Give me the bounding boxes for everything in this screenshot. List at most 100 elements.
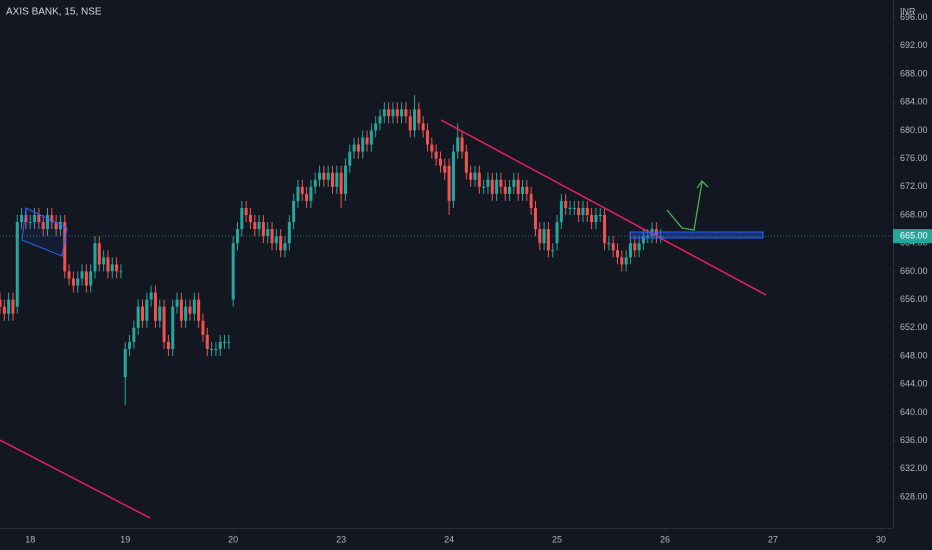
candle-body xyxy=(162,306,166,342)
candle-body xyxy=(210,348,214,350)
candle-body xyxy=(546,229,550,251)
candle-body xyxy=(184,306,188,321)
last-price-badge xyxy=(893,229,932,244)
candle-body xyxy=(214,348,218,350)
candle-body xyxy=(41,222,45,230)
candle-body xyxy=(322,172,326,180)
candle-body xyxy=(102,257,106,265)
flag-channel xyxy=(21,207,68,257)
y-tick-label: 676.00 xyxy=(900,153,928,163)
y-tick-label: 644.00 xyxy=(900,379,928,389)
x-tick-label: 20 xyxy=(228,534,238,544)
candle-body xyxy=(564,200,568,208)
candle-body xyxy=(637,243,641,251)
candle-body xyxy=(283,243,287,251)
candle-body xyxy=(28,222,32,224)
y-tick-label: 688.00 xyxy=(900,68,928,78)
candle-body xyxy=(201,320,205,335)
y-tick-label: 632.00 xyxy=(900,463,928,473)
candle-body xyxy=(171,306,175,349)
candle-body xyxy=(218,341,222,349)
candle-body xyxy=(80,271,84,279)
candle-body xyxy=(7,299,11,314)
candle-body xyxy=(89,271,93,286)
candle-body xyxy=(615,250,620,258)
candle-body xyxy=(555,222,559,244)
candle-body xyxy=(650,229,654,237)
candle-body xyxy=(408,116,412,131)
candle-body xyxy=(598,215,602,217)
candle-body xyxy=(611,243,615,251)
candle-body xyxy=(451,151,455,201)
candle-body xyxy=(447,165,451,201)
candle-body xyxy=(115,264,119,272)
candle-body xyxy=(654,229,658,237)
arrow-head xyxy=(696,179,709,189)
y-tick-label: 640.00 xyxy=(900,407,928,417)
candle-body xyxy=(33,215,37,223)
candle-body xyxy=(300,186,304,194)
y-tick-label: 660.00 xyxy=(900,266,928,276)
candle-body xyxy=(63,222,67,272)
x-tick-label: 30 xyxy=(876,534,886,544)
candle-body xyxy=(577,207,581,216)
candle-body xyxy=(417,109,421,124)
candle-body xyxy=(110,264,114,272)
candle-body xyxy=(590,215,594,223)
y-tick-label: 648.00 xyxy=(900,350,928,360)
y-tick-label: 672.00 xyxy=(900,181,928,191)
candle-body xyxy=(477,172,481,187)
candle-body xyxy=(287,222,291,244)
candle-body xyxy=(369,130,373,145)
candle-body xyxy=(119,271,123,273)
candle-body xyxy=(486,179,490,187)
candle-body xyxy=(641,236,645,244)
candle-body xyxy=(361,137,365,152)
candle-body xyxy=(413,109,417,131)
candle-body xyxy=(20,215,24,223)
candle-body xyxy=(529,193,533,208)
candle-body xyxy=(227,341,231,343)
candle-body xyxy=(279,236,283,251)
candle-body xyxy=(533,207,537,230)
candle-body xyxy=(244,207,248,216)
y-tick-label: 680.00 xyxy=(900,125,928,135)
trend-line xyxy=(440,119,767,296)
candle-body xyxy=(145,299,149,321)
candle-body xyxy=(24,215,28,223)
candle-body xyxy=(348,151,352,166)
candle-body xyxy=(443,165,447,173)
candle-body xyxy=(382,109,386,117)
candle-body xyxy=(624,257,628,265)
candle-body xyxy=(520,186,525,194)
candle-body xyxy=(2,306,6,314)
y-tick-label: 636.00 xyxy=(900,435,928,445)
candle-body xyxy=(499,179,503,187)
candle-body xyxy=(71,278,75,286)
candle-body xyxy=(430,144,434,152)
candle-body xyxy=(248,215,252,223)
candle-body xyxy=(54,222,58,230)
x-tick-label: 25 xyxy=(552,534,562,544)
candle-body xyxy=(253,222,257,230)
candle-body xyxy=(67,271,71,279)
candle-body xyxy=(538,229,542,244)
candle-body xyxy=(559,200,563,223)
candle-body xyxy=(240,207,244,230)
candle-body xyxy=(365,137,369,145)
candle-body xyxy=(318,172,322,180)
candle-body xyxy=(15,222,19,307)
candle-body xyxy=(473,172,477,180)
candle-body xyxy=(508,186,512,194)
y-tick-label: 656.00 xyxy=(900,294,928,304)
y-tick-label: 692.00 xyxy=(900,40,928,50)
candle-body xyxy=(175,299,179,307)
candle-body xyxy=(45,215,50,230)
candle-body xyxy=(374,123,378,131)
candle-body xyxy=(495,179,499,194)
candle-body xyxy=(266,229,270,237)
candle-body xyxy=(93,243,97,272)
candle-body xyxy=(581,207,585,216)
candle-body xyxy=(309,186,313,201)
